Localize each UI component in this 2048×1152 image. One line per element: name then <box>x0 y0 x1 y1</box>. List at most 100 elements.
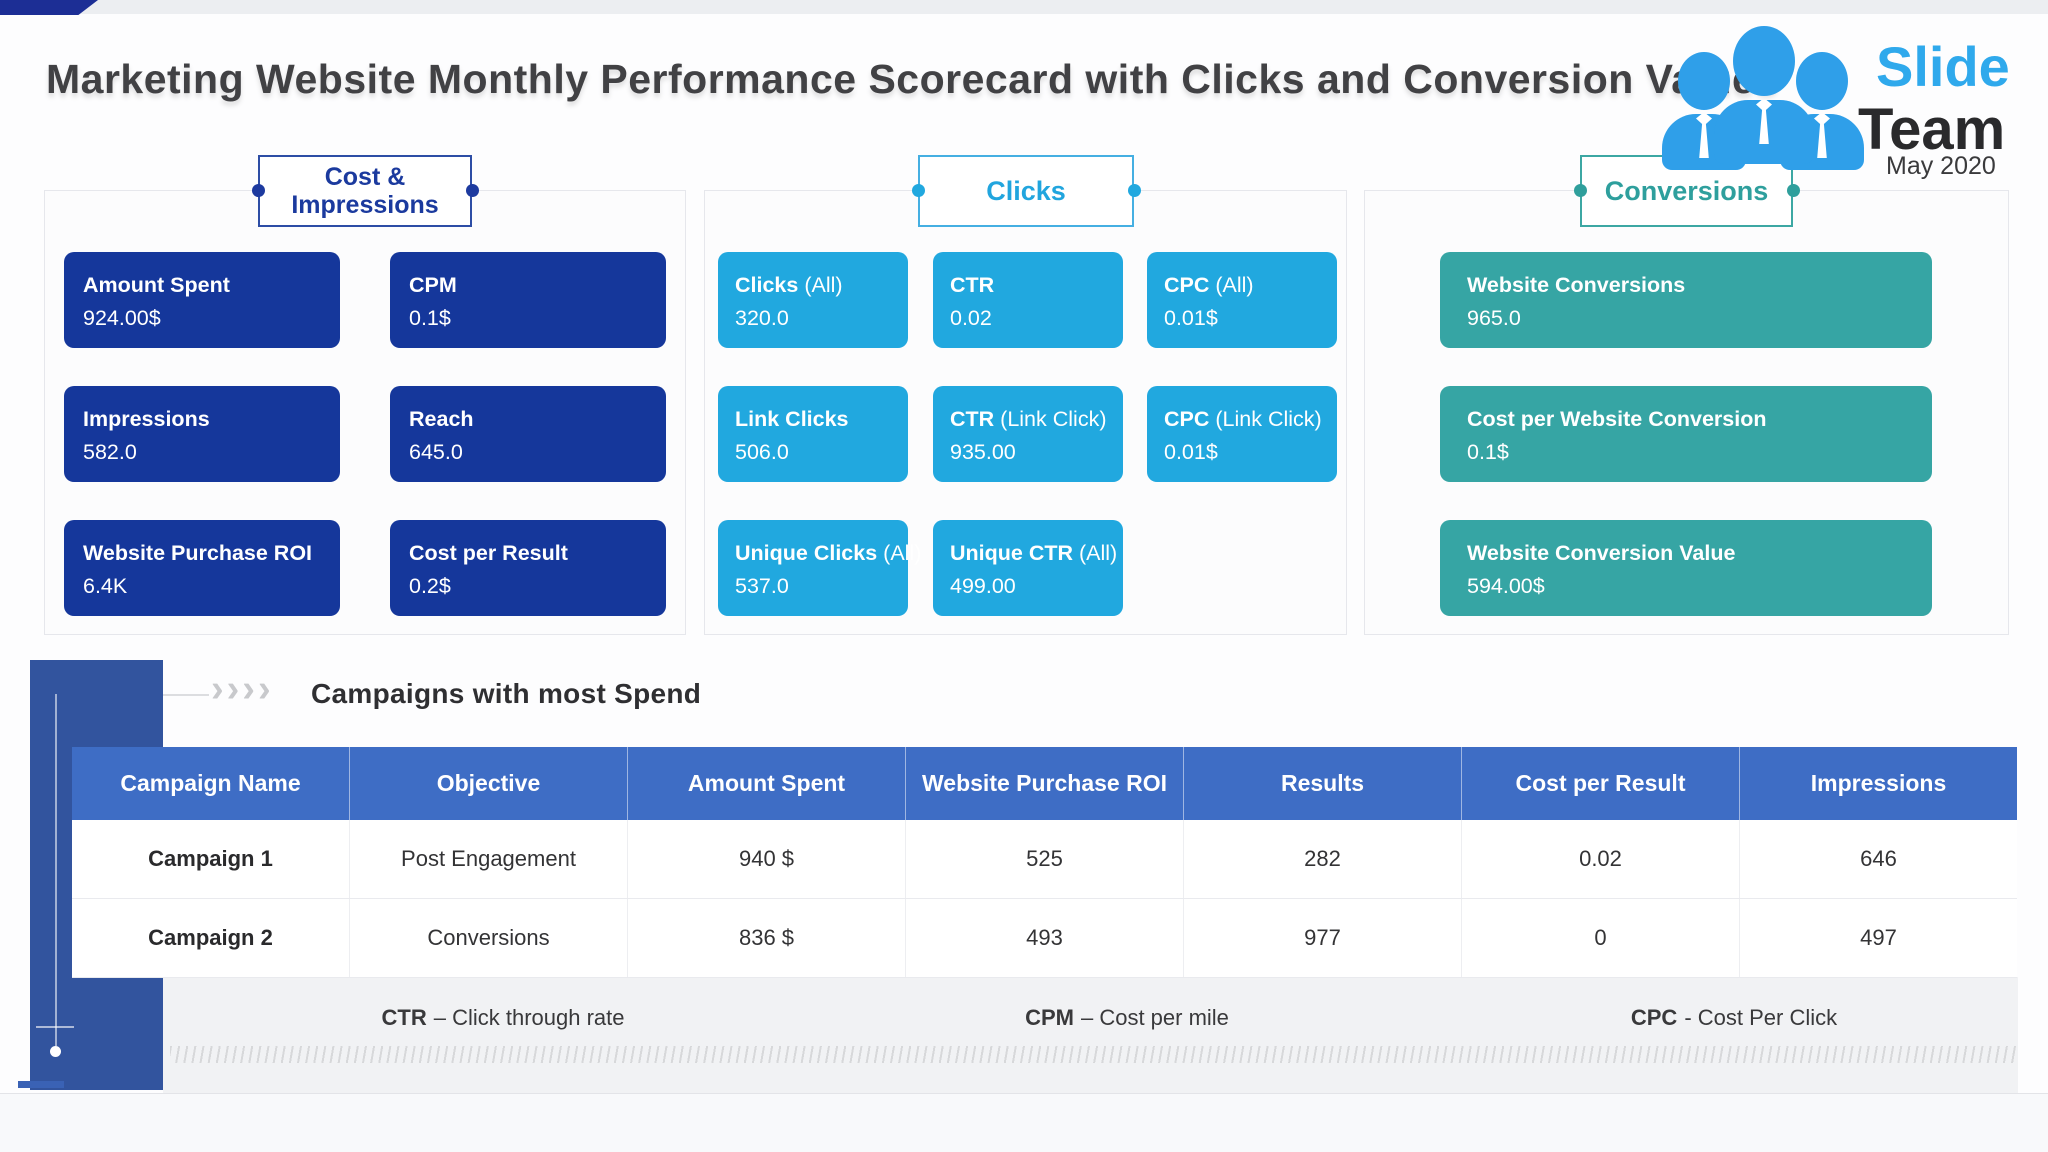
column-header: Cost per Result <box>1462 747 1740 820</box>
logo-text-team: Team <box>1858 97 2006 162</box>
table-row: Campaign 2 Conversions 836 $ 493 977 0 4… <box>72 899 2017 978</box>
kpi-value: 582.0 <box>83 439 137 464</box>
cell-amount-spent: 836 $ <box>628 899 906 977</box>
heading-connector-line <box>163 694 209 696</box>
kpi-value: 0.01$ <box>1164 439 1218 464</box>
legend-abbr: CPC <box>1630 1005 1678 1030</box>
kpi-value: 965.0 <box>1467 305 1521 330</box>
guide-tick <box>36 1026 74 1028</box>
kpi-card-reach: Reach 645.0 <box>390 386 666 482</box>
kpi-card-website-conversions: Website Conversions 965.0 <box>1440 252 1932 348</box>
logo-text-slide: Slide <box>1876 35 2010 98</box>
tie-icon <box>1814 114 1830 158</box>
kpi-value: 0.01$ <box>1164 305 1218 330</box>
kpi-value: 594.00$ <box>1467 573 1545 598</box>
legend-desc: - Cost Per Click <box>1684 1005 1838 1030</box>
legend-desc: – Click through rate <box>433 1005 625 1030</box>
kpi-card-cpm: CPM 0.1$ <box>390 252 666 348</box>
person-head <box>1678 52 1730 110</box>
kpi-value: 0.1$ <box>409 305 451 330</box>
kpi-label: Unique CTR (All) <box>950 541 1118 565</box>
kpi-card-website-conversion-value: Website Conversion Value 594.00$ <box>1440 520 1932 616</box>
legend-desc: – Cost per mile <box>1080 1005 1229 1030</box>
campaigns-table: Campaign Name Objective Amount Spent Web… <box>72 747 2017 978</box>
connector-dot <box>1787 184 1800 197</box>
cell-campaign-name: Campaign 2 <box>72 899 350 977</box>
kpi-label: Cost per Website Conversion <box>1467 407 1767 431</box>
column-header: Results <box>1184 747 1462 820</box>
person-icon <box>1714 26 1814 164</box>
connector-dot <box>1574 184 1587 197</box>
legend-abbr: CPM <box>1025 1005 1074 1030</box>
person-head <box>1733 26 1795 96</box>
kpi-value: 0.02 <box>950 305 992 330</box>
kpi-label: Impressions <box>83 407 210 431</box>
kpi-label: Unique Clicks (All) <box>735 541 922 565</box>
kpi-card-link-clicks: Link Clicks 506.0 <box>718 386 908 482</box>
kpi-label: CPM <box>409 273 457 297</box>
guide-dot <box>50 1046 61 1057</box>
cell-results: 977 <box>1184 899 1462 977</box>
kpi-card-ctr: CTR 0.02 <box>933 252 1123 348</box>
kpi-value: 506.0 <box>735 439 789 464</box>
cell-objective: Post Engagement <box>350 820 628 898</box>
tie-icon <box>1756 100 1772 144</box>
connector-dot <box>252 184 265 197</box>
connector-dot <box>466 184 479 197</box>
kpi-card-unique-clicks-all: Unique Clicks (All) 537.0 <box>718 520 922 616</box>
campaigns-heading: Campaigns with most Spend <box>311 678 702 709</box>
top-band <box>0 0 2048 14</box>
column-header: Campaign Name <box>72 747 350 820</box>
legend-cpm: CPM – Cost per mile <box>1025 1005 1229 1031</box>
kpi-card-website-purchase-roi: Website Purchase ROI 6.4K <box>64 520 340 616</box>
legend-abbr: CTR <box>381 1005 427 1030</box>
connector-dot <box>1128 184 1141 197</box>
column-header: Objective <box>350 747 628 820</box>
bottom-band <box>0 1093 2048 1152</box>
kpi-value: 0.1$ <box>1467 439 1509 464</box>
sidebar-accent-sliver <box>18 1081 64 1088</box>
kpi-label: CTR (Link Click) <box>950 407 1107 431</box>
column-header: Amount Spent <box>628 747 906 820</box>
kpi-label: Link Clicks <box>735 407 849 431</box>
kpi-label: Website Conversion Value <box>1467 541 1736 565</box>
footer-strip <box>163 977 2018 1093</box>
chevrons-icon: ›››› <box>211 668 274 710</box>
kpi-value: 537.0 <box>735 573 789 598</box>
person-head <box>1796 52 1848 110</box>
kpi-card-amount-spent: Amount Spent 924.00$ <box>64 252 340 348</box>
connector-dot <box>912 184 925 197</box>
kpi-value: 499.00 <box>950 573 1016 598</box>
kpi-label: Reach <box>409 407 474 431</box>
cell-cost-per-result: 0 <box>1462 899 1740 977</box>
kpi-value: 320.0 <box>735 305 789 330</box>
date-label: May 2020 <box>1886 152 1996 180</box>
kpi-label: CPC (Link Click) <box>1164 407 1322 431</box>
legend-ctr: CTR – Click through rate <box>382 1005 625 1031</box>
cell-campaign-name: Campaign 1 <box>72 820 350 898</box>
kpi-label: Amount Spent <box>83 273 230 297</box>
cell-impressions: 497 <box>1860 925 1897 950</box>
kpi-card-cost-per-website-conversion: Cost per Website Conversion 0.1$ <box>1440 386 1932 482</box>
kpi-card-clicks-all: Clicks (All) 320.0 <box>718 252 908 348</box>
kpi-card-cpc-link-click: CPC (Link Click) 0.01$ <box>1147 386 1337 482</box>
cell-amount-spent: 940 $ <box>628 820 906 898</box>
cell-objective: Conversions <box>350 899 628 977</box>
table-row: Campaign 1 Post Engagement 940 $ 525 282… <box>72 820 2017 899</box>
kpi-value: 645.0 <box>409 439 463 464</box>
cell-website-purchase-roi: 525 <box>906 820 1184 898</box>
kpi-label: CPC (All) <box>1164 273 1254 297</box>
cell-website-purchase-roi: 493 <box>906 899 1184 977</box>
cell-impressions: 646 <box>1860 846 1897 871</box>
cell-cost-per-result: 0.02 <box>1462 820 1740 898</box>
kpi-value: 6.4K <box>83 573 128 598</box>
section-title-cost-impressions: Cost & Impressions <box>258 155 472 227</box>
kpi-label: Website Purchase ROI <box>83 541 313 565</box>
section-title-clicks: Clicks <box>918 155 1134 227</box>
kpi-value: 0.2$ <box>409 573 451 598</box>
kpi-label: Website Conversions <box>1467 273 1686 297</box>
kpi-card-cost-per-result: Cost per Result 0.2$ <box>390 520 666 616</box>
column-header: Impressions <box>1810 770 1947 796</box>
hatch-band <box>170 1046 2018 1063</box>
guide-line <box>55 694 57 1046</box>
